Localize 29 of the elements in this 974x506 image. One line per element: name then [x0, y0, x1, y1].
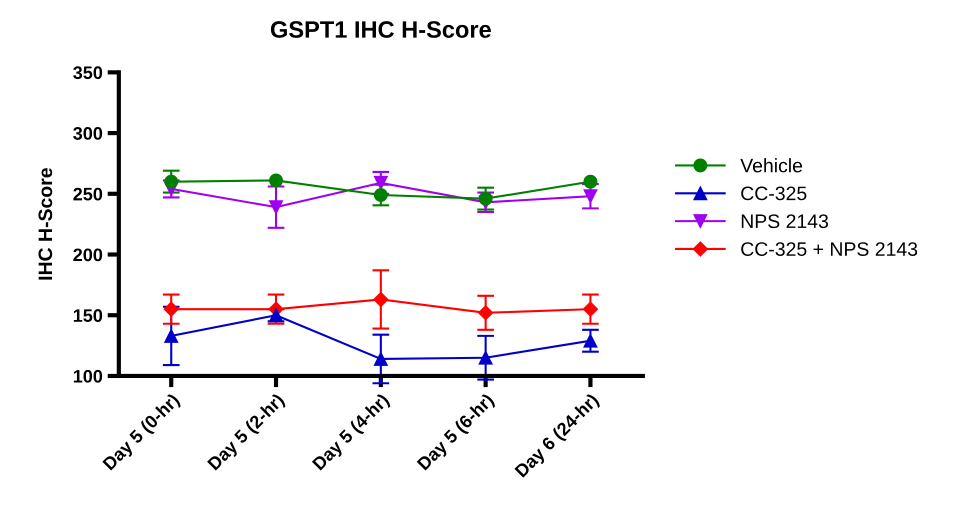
point [478, 192, 493, 206]
legend-label: NPS 2143 [742, 214, 828, 228]
legend-label: CC-325 + NPS 2143 [741, 242, 918, 256]
point [582, 302, 598, 317]
point [269, 308, 283, 322]
point [269, 200, 283, 214]
point [374, 188, 388, 202]
y-tick-label: 350 [73, 66, 102, 80]
point [374, 176, 388, 190]
legend-label: Vehicle [740, 158, 802, 172]
point [583, 189, 598, 204]
y-tick-label: 300 [73, 127, 102, 140]
point [164, 328, 178, 343]
point [373, 292, 388, 308]
point [478, 350, 493, 365]
y-axis-title: IHC H-Score [38, 168, 52, 280]
y-tick-label: 100 [74, 370, 102, 383]
point [164, 302, 179, 317]
point [269, 173, 283, 188]
point [583, 334, 598, 348]
point [374, 352, 388, 366]
point [478, 305, 494, 320]
y-tick-label: 250 [73, 188, 102, 201]
point [583, 174, 598, 189]
legend-label: CC-325 [741, 186, 806, 200]
y-tick-label: 200 [73, 248, 102, 262]
y-tick-label: 150 [74, 309, 102, 322]
point [164, 174, 178, 189]
chart-title: GSPT1 IHC H-Score [270, 21, 491, 38]
